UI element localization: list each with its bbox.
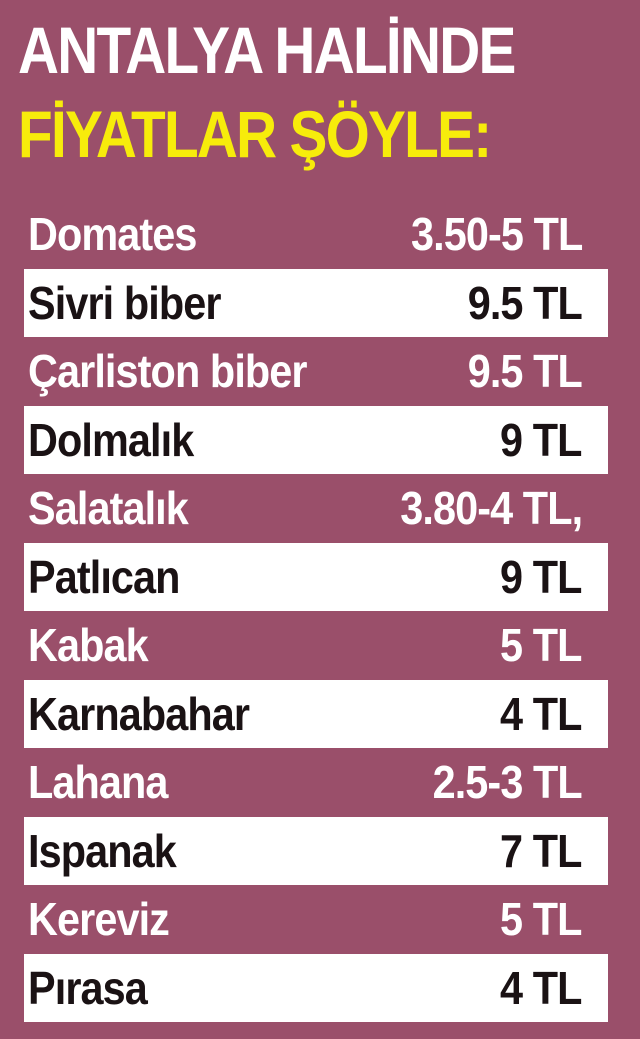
product-name: Domates [28, 208, 197, 261]
price-row-patlican: Patlıcan 9 TL [24, 542, 608, 611]
product-name: Dolmalık [28, 413, 194, 466]
product-name: Pırasa [28, 961, 148, 1014]
product-name: Sivri biber [28, 276, 221, 329]
product-price: 5 TL [500, 893, 582, 946]
headline-line-2: FİYATLAR ŞÖYLE: [18, 97, 492, 171]
product-name: Çarliston biber [28, 345, 308, 398]
product-name: Karnabahar [28, 687, 250, 740]
price-table: Domates 3.50-5 TL Sivri biber 9.5 TL Çar… [24, 200, 608, 1022]
product-price: 4 TL [500, 961, 582, 1014]
price-row-sivri-biber: Sivri biber 9.5 TL [24, 268, 608, 337]
price-row-lahana: Lahana 2.5-3 TL [24, 748, 608, 817]
product-name: Salatalık [28, 482, 189, 535]
price-row-dolmalik: Dolmalık 9 TL [24, 405, 608, 474]
price-row-kabak: Kabak 5 TL [24, 611, 608, 680]
product-name: Patlıcan [28, 550, 180, 603]
product-price: 2.5-3 TL [432, 756, 583, 809]
price-row-salatalik: Salatalık 3.80-4 TL, [24, 474, 608, 543]
product-price: 3.50-5 TL [410, 208, 583, 261]
product-price: 9.5 TL [467, 345, 583, 398]
product-price: 4 TL [500, 687, 582, 740]
price-row-kereviz: Kereviz 5 TL [24, 885, 608, 954]
product-price: 7 TL [500, 824, 582, 877]
price-row-pirasa: Pırasa 4 TL [24, 953, 608, 1022]
product-name: Kereviz [28, 893, 170, 946]
headline-line-1: ANTALYA HALİNDE [18, 13, 516, 87]
product-name: Ispanak [28, 824, 177, 877]
price-row-carliston-biber: Çarliston biber 9.5 TL [24, 337, 608, 406]
product-price: 3.80-4 TL, [400, 482, 583, 535]
product-price: 9.5 TL [467, 276, 583, 329]
price-row-karnabahar: Karnabahar 4 TL [24, 679, 608, 748]
price-row-domates: Domates 3.50-5 TL [24, 200, 608, 269]
product-name: Lahana [28, 756, 168, 809]
product-price: 5 TL [500, 619, 582, 672]
price-row-ispanak: Ispanak 7 TL [24, 816, 608, 885]
product-price: 9 TL [500, 550, 582, 603]
product-price: 9 TL [500, 413, 582, 466]
product-name: Kabak [28, 619, 149, 672]
